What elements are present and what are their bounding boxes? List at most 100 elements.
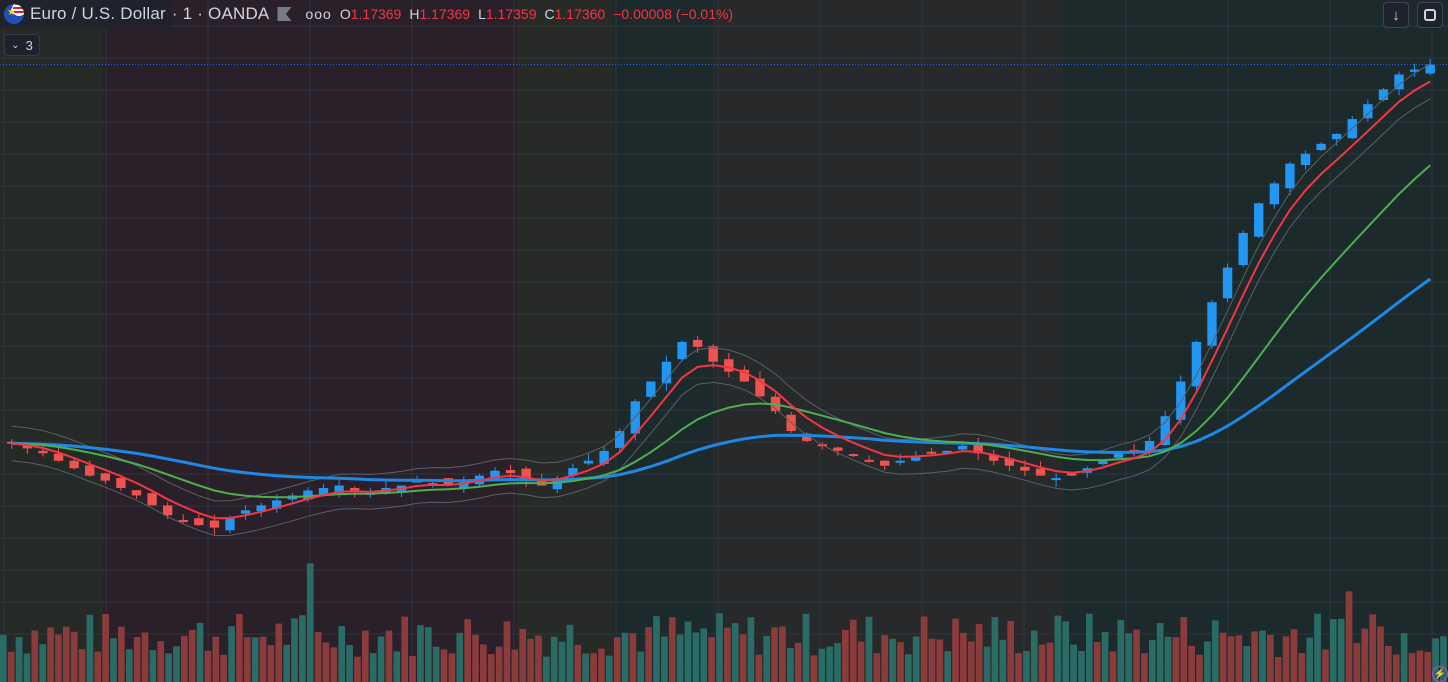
- candle-body: [848, 454, 859, 457]
- more-options-icon[interactable]: ooo: [305, 6, 332, 22]
- volume-bar: [472, 634, 479, 682]
- volume-bar: [275, 623, 283, 682]
- candle-body: [973, 443, 983, 454]
- candle-body: [1238, 232, 1248, 266]
- volume-bar: [47, 627, 54, 682]
- volume-bar: [369, 652, 377, 682]
- volume-bar: [487, 654, 495, 682]
- candle-body: [802, 433, 812, 441]
- volume-bar: [1046, 642, 1054, 682]
- close-value: C1.17360: [544, 6, 606, 22]
- open-value: O1.17369: [339, 6, 402, 22]
- volume-bar: [306, 563, 314, 682]
- candle-body: [583, 460, 594, 464]
- candle-body: [240, 510, 251, 514]
- candle-body: [879, 460, 890, 466]
- candle-body: [131, 490, 142, 496]
- candle-body: [1176, 381, 1186, 420]
- volume-bar: [574, 644, 582, 682]
- volume-bar: [779, 626, 786, 682]
- volume-bar: [1314, 613, 1321, 682]
- volume-bar: [196, 622, 204, 682]
- volume-bar: [637, 651, 645, 682]
- session-band: [713, 0, 1063, 682]
- volume-bar: [590, 653, 597, 682]
- candle-body: [53, 453, 64, 461]
- fullscreen-button[interactable]: [1417, 2, 1443, 28]
- interval-exchange[interactable]: · 1 · OANDA: [171, 4, 270, 23]
- candle-body: [1378, 89, 1389, 101]
- volume-bar: [1188, 645, 1195, 682]
- symbol-title[interactable]: ★★ Euro / U.S. Dollar: [0, 0, 172, 28]
- volume-bar: [1062, 621, 1070, 682]
- volume-bar: [849, 619, 857, 682]
- candle-body: [7, 441, 17, 444]
- volume-bar: [905, 654, 912, 682]
- indicator-count: 3: [25, 37, 33, 53]
- volume-bar: [842, 630, 849, 682]
- candle-body: [942, 450, 952, 454]
- candle-body: [100, 473, 110, 481]
- flag-icon[interactable]: [277, 7, 292, 21]
- volume-bar: [1196, 654, 1203, 682]
- volume-bar: [1125, 633, 1133, 682]
- candle-body: [38, 450, 48, 454]
- volume-bar: [259, 636, 267, 682]
- volume-bar: [621, 632, 629, 682]
- volume-bar: [228, 626, 235, 682]
- volume-bar: [668, 617, 676, 682]
- volume-bar: [417, 625, 424, 682]
- volume-bar: [1086, 613, 1093, 682]
- scroll-to-latest-button[interactable]: ↓: [1383, 2, 1409, 28]
- volume-bar: [912, 636, 920, 682]
- volume-bar: [897, 642, 904, 682]
- volume-bar: [291, 618, 298, 682]
- candle-body: [739, 369, 750, 382]
- volume-bar: [440, 649, 448, 682]
- volume-bar: [330, 647, 338, 682]
- volume-bar: [684, 621, 692, 682]
- volume-bar: [283, 644, 290, 682]
- volume-bar: [527, 638, 534, 682]
- volume-bar: [889, 638, 896, 682]
- volume-bar: [102, 613, 109, 682]
- candle-body: [1222, 267, 1233, 299]
- volume-bar: [141, 632, 149, 682]
- volume-bar: [1219, 632, 1227, 682]
- low-value: L1.17359: [478, 6, 537, 22]
- volume-bar: [149, 650, 157, 682]
- volume-bar: [251, 637, 259, 682]
- volume-bar: [377, 636, 385, 682]
- candle-body: [833, 447, 843, 451]
- candle-body: [1394, 74, 1404, 90]
- volume-bar: [1353, 643, 1361, 682]
- volume-bar: [401, 616, 409, 682]
- candle-body: [521, 468, 531, 481]
- volume-bar: [629, 633, 637, 682]
- volume-bar: [1306, 637, 1314, 682]
- volume-bar: [920, 616, 928, 682]
- volume-bar: [645, 627, 652, 682]
- candle-body: [568, 468, 578, 476]
- volume-bar: [322, 642, 330, 682]
- volume-bar: [480, 644, 487, 682]
- volume-bar: [1117, 619, 1125, 682]
- volume-bar: [692, 632, 700, 682]
- volume-bar: [558, 641, 566, 682]
- candle-body: [1020, 466, 1030, 471]
- lightning-icon[interactable]: ⚡: [1432, 666, 1448, 682]
- symbol-name[interactable]: Euro / U.S. Dollar: [30, 4, 166, 23]
- ema-mid-line: [11, 164, 1431, 499]
- candle-body: [1067, 473, 1077, 476]
- volume-bar: [511, 649, 519, 682]
- volume-bar: [424, 627, 432, 682]
- volume-bar: [747, 617, 755, 682]
- volume-bar: [495, 646, 503, 682]
- candle-body: [864, 459, 874, 462]
- volume-bar: [605, 655, 613, 682]
- indicators-toggle-button[interactable]: ⌄ 3: [4, 34, 40, 56]
- volume-bar: [1164, 636, 1172, 682]
- volume-bar: [881, 635, 889, 682]
